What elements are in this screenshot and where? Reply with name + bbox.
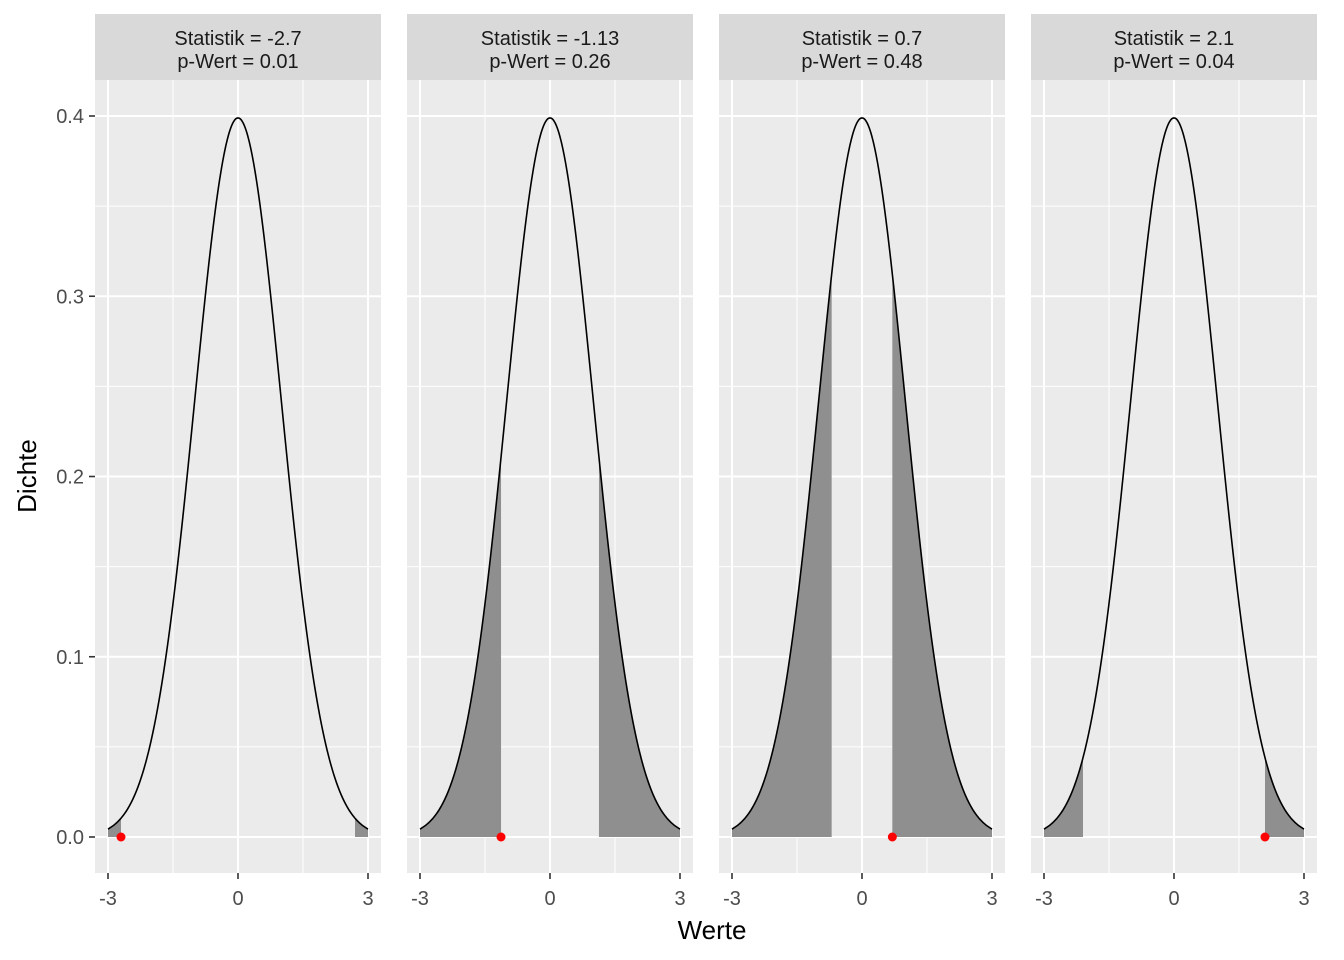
y-tick-label: 0.4 [56,106,84,128]
rejection-area-right [598,457,680,837]
density-curve [107,117,369,830]
y-axis: 0.0 0.1 0.2 0.3 0.4 [56,106,95,849]
x-tick-label: 0 [1168,888,1179,910]
x-tick-label: 3 [1298,888,1309,910]
y-tick-label: 0.3 [56,286,84,308]
facet-strip-p-value: p-Wert = 0.04 [1113,51,1234,73]
x-tick-label: 0 [544,888,555,910]
facet-strip [1031,14,1317,80]
facet-panel: Statistik = -2.7p-Wert = 0.01 -3 0 3 [95,14,381,910]
facet-strip-statistic: Statistik = 0.7 [802,28,923,50]
statistic-point [1260,832,1270,842]
x-tick-label: 0 [232,888,243,910]
x-tick-label: 3 [362,888,373,910]
rejection-area-left [420,457,502,837]
x-tick-label: 3 [986,888,997,910]
facet-panel: Statistik = 0.7p-Wert = 0.48 -3 0 3 [719,14,1005,910]
facet-strip-p-value: p-Wert = 0.48 [801,51,922,73]
facet-strip-statistic: Statistik = -1.13 [481,28,619,50]
y-axis-title: Dichte [12,439,42,513]
statistic-point [116,832,126,842]
rejection-area-right [892,274,992,837]
rejection-area-left [732,274,832,837]
facet-strip [95,14,381,80]
rejection-area-right [355,818,368,837]
facet-strip-p-value: p-Wert = 0.01 [177,51,298,73]
facet-strip-statistic: Statistik = -2.7 [174,28,301,50]
x-tick-label: 3 [674,888,685,910]
x-tick-label: -3 [99,888,117,910]
x-tick-label: -3 [723,888,741,910]
density-curve [731,117,993,830]
panels: Statistik = -2.7p-Wert = 0.01-3 0 3Statist… [95,14,1317,910]
x-tick-label: -3 [411,888,429,910]
x-tick-label: 0 [856,888,867,910]
y-tick-label: 0.1 [56,647,84,669]
rejection-area-left [108,818,121,837]
facet-strip [719,14,1005,80]
y-tick-label: 0.0 [56,827,84,849]
rejection-area-left [1044,757,1083,837]
density-curve [1043,117,1305,830]
facet-strip-statistic: Statistik = 2.1 [1114,28,1235,50]
statistic-point [496,832,506,842]
density-curve [419,117,681,830]
facet-panel: Statistik = -1.13p-Wert = 0.26 -3 0 3 [407,14,693,910]
y-tick-label: 0.2 [56,467,84,489]
x-tick-label: -3 [1035,888,1053,910]
facet-panel: Statistik = 2.1p-Wert = 0.04 -3 0 3 [1031,14,1317,910]
x-axis-title: Werte [678,915,747,945]
facet-strip [407,14,693,80]
statistic-point [887,832,897,842]
facet-strip-p-value: p-Wert = 0.26 [489,51,610,73]
rejection-area-right [1265,757,1304,837]
